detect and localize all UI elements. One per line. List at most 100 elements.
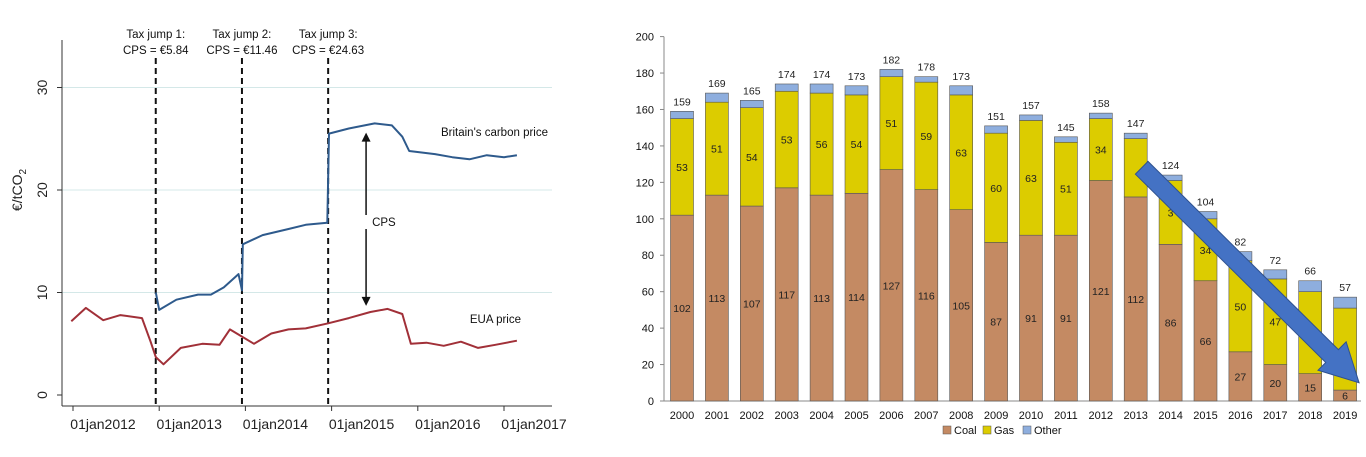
- y-tick-label: 140: [636, 141, 654, 153]
- bar-other: [1019, 114, 1043, 121]
- bar-label-coal: 105: [952, 300, 970, 312]
- bar-label-coal: 15: [1304, 382, 1316, 394]
- legend-swatch-coal: [942, 425, 952, 435]
- bar-label-gas: 34: [1200, 245, 1212, 257]
- bar-total-label: 182: [883, 54, 901, 66]
- bar-label-coal: 102: [673, 303, 691, 315]
- x-tick-label: 2001: [705, 410, 729, 422]
- bar-other: [1263, 269, 1288, 280]
- trend-arrow-shape: [1134, 160, 1360, 384]
- bar-label-coal: 66: [1200, 336, 1212, 348]
- bar-label-coal: 20: [1269, 378, 1281, 390]
- x-tick-label: 01jan2012: [70, 416, 136, 432]
- bar-other: [1088, 112, 1113, 119]
- y-tick-label: 40: [642, 323, 654, 335]
- x-tick-label: 2017: [1263, 410, 1287, 422]
- tax-jump-title: Tax jump 3:: [299, 29, 358, 41]
- bar-label-gas: 34: [1095, 145, 1107, 157]
- x-tick-label: 2005: [844, 410, 868, 422]
- y-tick-label: 180: [636, 68, 654, 80]
- y-tick-label: 30: [34, 80, 50, 96]
- legend-label-gas: Gas: [994, 425, 1015, 437]
- cps-arrow-head-bottom: [361, 296, 371, 306]
- right-stacked-bar-chart: 0 20 40 60 80 100 120 140 160 180 200 102 53 159 2000 1…: [636, 32, 1361, 437]
- x-tick-label: 2004: [809, 410, 833, 422]
- bar-label-gas: 54: [851, 139, 863, 151]
- bar-other: [1054, 136, 1078, 143]
- carbon-price-line: [154, 122, 518, 311]
- series-label-eua: EUA price: [470, 314, 521, 326]
- bar-label-gas: 51: [1060, 184, 1072, 196]
- y-axis-title-main: €/tCO: [9, 174, 25, 211]
- bar-label-gas: 3: [1168, 207, 1174, 219]
- bar-label-coal: 113: [709, 293, 726, 305]
- x-tick-label: 2002: [740, 410, 764, 422]
- bar-other: [844, 85, 869, 96]
- x-tick-label: 2006: [879, 410, 903, 422]
- bar-label-coal: 117: [778, 289, 795, 301]
- bar-label-gas: 56: [816, 139, 828, 151]
- x-tick-label: 2016: [1228, 410, 1252, 422]
- bar-total-label: 57: [1339, 282, 1351, 294]
- y-tick-label: 80: [642, 250, 654, 262]
- bar-other: [984, 125, 1008, 134]
- bar-label-coal: 91: [1060, 313, 1072, 325]
- bar-total-label: 66: [1304, 266, 1316, 278]
- bar-other: [670, 111, 694, 119]
- y-tick-label: 160: [636, 104, 654, 116]
- y-tick-label: 100: [636, 214, 654, 226]
- bar-other: [1298, 280, 1323, 292]
- bar-total-label: 174: [813, 69, 831, 81]
- x-tick-label: 2013: [1123, 410, 1147, 422]
- y-tick-label: 20: [34, 182, 50, 198]
- x-tick-label: 01jan2017: [501, 416, 567, 432]
- bar-total-label: 151: [987, 111, 1005, 123]
- x-tick-label: 2010: [1019, 410, 1043, 422]
- bar-total-label: 174: [778, 69, 796, 81]
- legend-swatch-gas: [982, 425, 992, 435]
- y-tick-label: 0: [34, 391, 50, 399]
- y-axis-title: €/tCO2: [9, 168, 29, 211]
- bar-label-gas: 51: [711, 144, 723, 156]
- y-tick-label: 10: [34, 285, 50, 301]
- tax-jump-title: Tax jump 1:: [126, 29, 185, 41]
- bar-other: [774, 83, 799, 92]
- bar-other: [809, 83, 834, 94]
- y-tick-label: 200: [636, 32, 654, 44]
- bar-total-label: 158: [1092, 98, 1110, 110]
- eua-price-line: [70, 306, 518, 366]
- bar-label-coal: 27: [1235, 371, 1247, 383]
- bar-total-label: 165: [743, 85, 761, 97]
- bar-total-label: 159: [673, 96, 691, 108]
- bar-label-gas: 63: [1025, 173, 1037, 185]
- x-tick-label: 2018: [1298, 410, 1322, 422]
- bar-label-gas: 53: [781, 135, 793, 147]
- bar-label-coal: 91: [1025, 313, 1037, 325]
- bar-total-label: 173: [848, 71, 866, 83]
- bar-label-coal: 116: [918, 290, 935, 302]
- y-tick-label: 0: [648, 396, 654, 408]
- bar-label-coal: 121: [1092, 286, 1110, 298]
- bar-label-gas: 63: [955, 147, 967, 159]
- bar-label-coal: 86: [1165, 318, 1177, 330]
- bar-label-coal: 107: [743, 299, 761, 311]
- cps-label: CPS: [372, 217, 396, 229]
- x-tick-label: 01jan2013: [156, 416, 222, 432]
- bar-other: [1123, 132, 1148, 139]
- bar-total-label: 145: [1057, 122, 1075, 134]
- bar-other: [1333, 296, 1357, 309]
- bar-label-coal: 113: [813, 293, 830, 305]
- y-tick-label: 120: [636, 177, 654, 189]
- bar-total-label: 104: [1197, 197, 1215, 209]
- bar-total-label: 157: [1022, 100, 1040, 112]
- x-tick-label: 2008: [949, 410, 973, 422]
- bar-total-label: 178: [918, 62, 936, 74]
- bar-label-gas: 51: [886, 118, 898, 130]
- bar-total-label: 124: [1162, 160, 1180, 172]
- bar-total-label: 173: [952, 71, 970, 83]
- bar-label-gas: 47: [1269, 317, 1281, 329]
- trend-arrow: [1134, 160, 1360, 384]
- bar-other: [949, 85, 974, 96]
- x-tick-label: 2011: [1054, 410, 1078, 422]
- legend-swatch-other: [1022, 425, 1032, 435]
